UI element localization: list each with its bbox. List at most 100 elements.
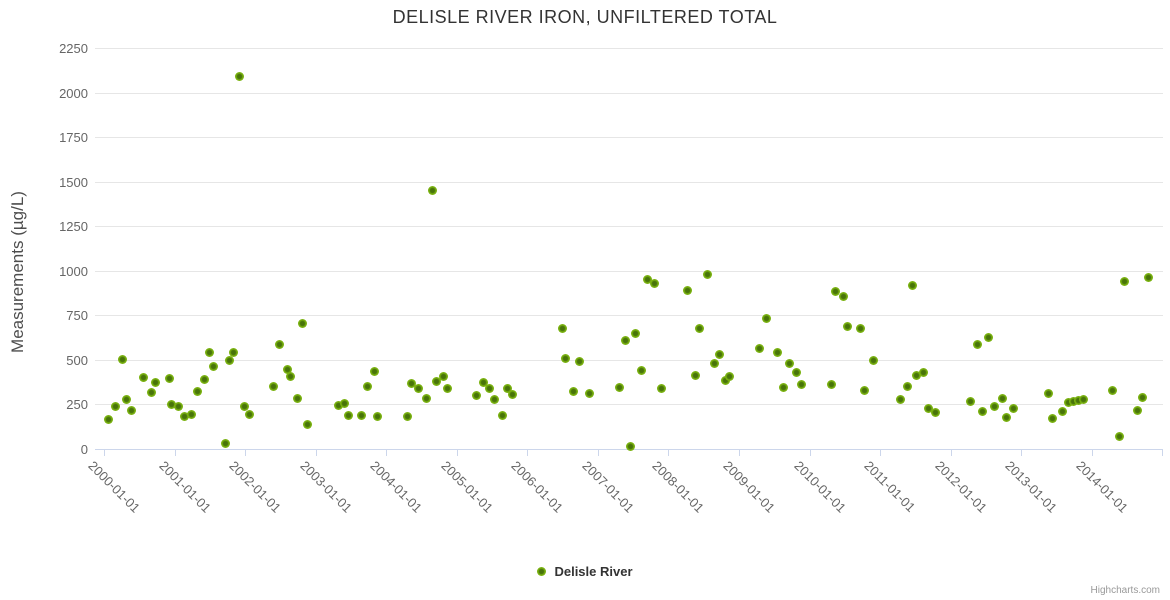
data-point[interactable]	[977, 406, 987, 416]
data-point[interactable]	[682, 285, 692, 295]
data-point[interactable]	[695, 324, 705, 334]
data-point[interactable]	[139, 373, 149, 383]
data-point[interactable]	[997, 393, 1007, 403]
data-point[interactable]	[303, 419, 313, 429]
data-point[interactable]	[485, 383, 495, 393]
data-point[interactable]	[1048, 414, 1058, 424]
data-point[interactable]	[373, 411, 383, 421]
data-point[interactable]	[838, 292, 848, 302]
data-point[interactable]	[200, 374, 210, 384]
data-point[interactable]	[407, 378, 417, 388]
data-point[interactable]	[826, 380, 836, 390]
data-point[interactable]	[179, 412, 189, 422]
data-point[interactable]	[127, 406, 137, 416]
data-point[interactable]	[966, 396, 976, 406]
data-point[interactable]	[792, 367, 802, 377]
data-point[interactable]	[896, 395, 906, 405]
data-point[interactable]	[630, 328, 640, 338]
data-point[interactable]	[785, 358, 795, 368]
data-point[interactable]	[439, 372, 449, 382]
data-point[interactable]	[402, 412, 412, 422]
data-point[interactable]	[983, 333, 993, 343]
data-point[interactable]	[286, 372, 296, 382]
data-point[interactable]	[193, 387, 203, 397]
data-point[interactable]	[239, 401, 249, 411]
data-point[interactable]	[413, 383, 423, 393]
data-point[interactable]	[186, 409, 196, 419]
data-point[interactable]	[990, 401, 1000, 411]
data-point[interactable]	[363, 382, 373, 392]
data-point[interactable]	[333, 400, 343, 410]
data-point[interactable]	[427, 186, 437, 196]
data-point[interactable]	[431, 376, 441, 386]
data-point[interactable]	[1120, 276, 1130, 286]
data-point[interactable]	[649, 278, 659, 288]
data-point[interactable]	[621, 335, 631, 345]
data-point[interactable]	[1108, 385, 1118, 395]
data-point[interactable]	[797, 380, 807, 390]
data-point[interactable]	[1114, 432, 1124, 442]
data-point[interactable]	[356, 410, 366, 420]
data-point[interactable]	[297, 318, 307, 328]
data-point[interactable]	[561, 353, 571, 363]
data-point[interactable]	[104, 415, 114, 425]
data-point[interactable]	[1002, 413, 1012, 423]
data-point[interactable]	[478, 377, 488, 387]
data-point[interactable]	[1144, 272, 1154, 282]
data-point[interactable]	[1058, 407, 1067, 417]
data-point[interactable]	[615, 383, 625, 392]
data-point[interactable]	[1043, 389, 1053, 399]
data-point[interactable]	[636, 366, 646, 376]
data-point[interactable]	[843, 322, 853, 332]
data-point[interactable]	[508, 390, 518, 400]
data-point[interactable]	[918, 367, 928, 377]
data-point[interactable]	[110, 401, 120, 411]
data-point[interactable]	[228, 348, 238, 358]
data-point[interactable]	[274, 340, 284, 350]
data-point[interactable]	[121, 394, 131, 404]
data-point[interactable]	[490, 394, 500, 404]
data-point[interactable]	[643, 275, 653, 285]
data-point[interactable]	[209, 361, 219, 371]
data-point[interactable]	[1064, 397, 1074, 407]
data-point[interactable]	[150, 377, 160, 387]
data-point[interactable]	[165, 374, 175, 384]
data-point[interactable]	[1008, 404, 1018, 414]
data-point[interactable]	[912, 371, 922, 381]
data-point[interactable]	[574, 357, 584, 367]
data-point[interactable]	[220, 439, 230, 449]
data-point[interactable]	[205, 348, 215, 358]
data-point[interactable]	[282, 365, 292, 375]
data-point[interactable]	[690, 371, 700, 381]
data-point[interactable]	[657, 383, 667, 393]
data-point[interactable]	[1073, 396, 1083, 406]
data-point[interactable]	[710, 358, 720, 368]
data-point[interactable]	[860, 385, 870, 395]
data-point[interactable]	[626, 441, 636, 451]
data-point[interactable]	[421, 393, 431, 403]
data-point[interactable]	[344, 410, 354, 420]
data-point[interactable]	[923, 404, 933, 414]
data-point[interactable]	[1137, 392, 1147, 402]
data-point[interactable]	[720, 375, 730, 385]
data-point[interactable]	[224, 356, 234, 366]
data-point[interactable]	[1132, 406, 1142, 416]
data-point[interactable]	[146, 388, 156, 398]
legend-item-delisle-river[interactable]: Delisle River	[537, 564, 633, 579]
data-point[interactable]	[269, 382, 279, 392]
data-point[interactable]	[585, 389, 595, 399]
data-point[interactable]	[973, 340, 983, 350]
data-point[interactable]	[714, 350, 724, 360]
data-point[interactable]	[902, 382, 912, 392]
data-point[interactable]	[167, 399, 177, 409]
data-point[interactable]	[754, 343, 764, 353]
data-point[interactable]	[907, 281, 917, 291]
data-point[interactable]	[339, 399, 349, 409]
data-point[interactable]	[762, 313, 772, 323]
data-point[interactable]	[174, 401, 184, 411]
data-point[interactable]	[868, 356, 878, 366]
data-point[interactable]	[502, 383, 512, 393]
data-point[interactable]	[568, 387, 578, 397]
data-point[interactable]	[234, 72, 244, 81]
data-point[interactable]	[443, 383, 453, 393]
